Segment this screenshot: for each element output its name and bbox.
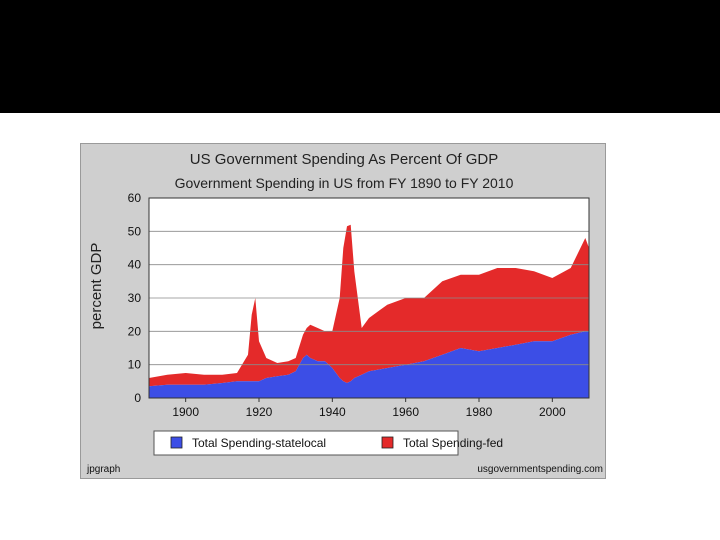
legend-box [153, 430, 459, 456]
plot-border [148, 197, 590, 399]
legend-swatch-statelocal [170, 436, 183, 449]
x-tick-label-1920: 1920 [246, 405, 273, 419]
credit-right: usgovernmentspending.com [477, 464, 603, 475]
title-band [0, 0, 720, 113]
y-axis-label: percent GDP [88, 243, 105, 330]
area-total-spending-fed [149, 224, 589, 387]
credit-left: jpgraph [86, 464, 120, 475]
legend-label-statelocal: Total Spending-statelocal [192, 436, 326, 450]
x-tick-label-1980: 1980 [466, 405, 493, 419]
legend: Total Spending-statelocal Total Spending… [153, 430, 503, 456]
legend-label-fed: Total Spending-fed [403, 436, 503, 450]
plot-layer: 0 10 20 30 40 50 60 1900 1920 1940 1960 1980 2000 [128, 191, 590, 419]
x-tick-label-1900: 1900 [172, 405, 199, 419]
y-tick-label-0: 0 [134, 391, 141, 405]
chart-title: US Government Spending As Percent Of GDP [190, 151, 498, 168]
y-tick-label-60: 60 [128, 191, 142, 205]
y-tick-label-10: 10 [128, 358, 142, 372]
y-tick-label-40: 40 [128, 258, 142, 272]
x-tick-label-1940: 1940 [319, 405, 346, 419]
y-tick-label-20: 20 [128, 324, 142, 338]
chart-subtitle: Government Spending in US from FY 1890 t… [175, 175, 514, 191]
legend-swatch-fed [381, 436, 394, 449]
gdp-spending-chart: US Government Spending As Percent Of GDP… [86, 151, 603, 475]
x-tick-label-2000: 2000 [539, 405, 566, 419]
area-total-spending-statelocal [149, 331, 589, 398]
chart-frame: US Government Spending As Percent Of GDP… [80, 143, 606, 479]
x-tick-label-1960: 1960 [392, 405, 419, 419]
y-tick-label-50: 50 [128, 224, 142, 238]
y-tick-label-30: 30 [128, 291, 142, 305]
